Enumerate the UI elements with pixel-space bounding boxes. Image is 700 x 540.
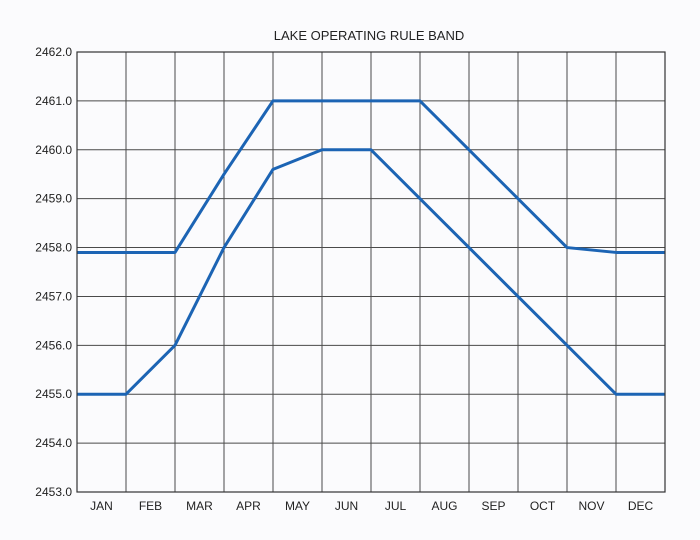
x-tick-label: MAR [186,499,213,513]
y-tick-label: 2453.0 [35,485,72,499]
plot-frame [76,51,666,493]
x-tick-label: APR [236,499,261,513]
x-tick-label: JUL [385,499,407,513]
y-axis-ticks: 2453.0 2454.0 2455.0 2456.0 2457.0 2458.0 2459… [35,45,72,499]
y-tick-label: 2461.0 [35,94,72,108]
x-tick-label: OCT [530,499,556,513]
x-tick-label: JAN [90,499,113,513]
series-lines [77,99,665,396]
y-tick-label: 2462.0 [35,45,72,59]
x-tick-label: AUG [431,499,457,513]
x-tick-label: JUN [335,499,358,513]
grid [76,51,666,493]
x-axis-ticks: JAN FEB MAR APR MAY JUN JUL AUG SEP OCT NOV DEC [90,499,653,513]
y-tick-label: 2454.0 [35,436,72,450]
x-tick-label: FEB [139,499,162,513]
y-tick-label: 2459.0 [35,192,72,206]
x-tick-label: DEC [628,499,654,513]
y-tick-label: 2460.0 [35,143,72,157]
y-tick-label: 2456.0 [35,338,72,352]
lower-band-line [77,148,665,396]
chart-title: LAKE OPERATING RULE BAND [274,28,464,43]
upper-band-line [77,99,665,254]
x-tick-label: NOV [578,499,604,513]
x-tick-label: MAY [285,499,310,513]
y-tick-label: 2457.0 [35,289,72,303]
x-tick-label: SEP [481,499,505,513]
y-tick-label: 2458.0 [35,241,72,255]
y-tick-label: 2455.0 [35,387,72,401]
